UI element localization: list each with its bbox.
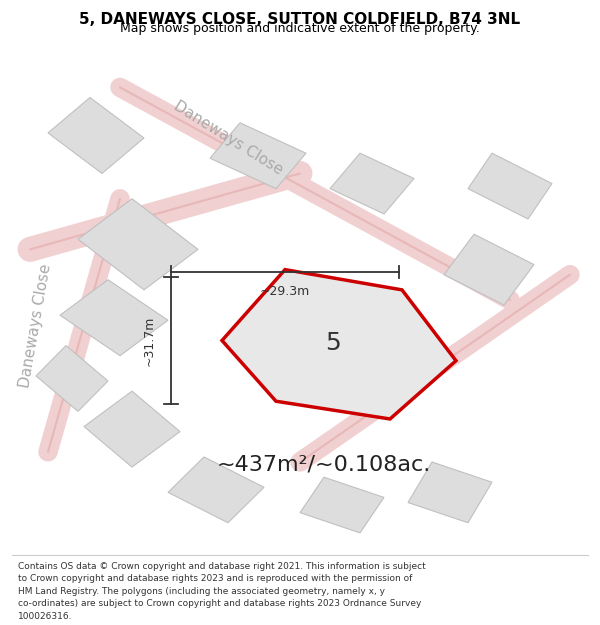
Polygon shape	[48, 98, 144, 173]
Polygon shape	[468, 153, 552, 219]
Text: 100026316.: 100026316.	[18, 612, 73, 621]
Text: ~31.7m: ~31.7m	[143, 315, 156, 366]
Polygon shape	[210, 122, 306, 189]
Text: 5: 5	[325, 331, 341, 355]
Text: Map shows position and indicative extent of the property.: Map shows position and indicative extent…	[120, 22, 480, 35]
Polygon shape	[168, 457, 264, 522]
Text: ~437m²/~0.108ac.: ~437m²/~0.108ac.	[217, 454, 431, 474]
Text: co-ordinates) are subject to Crown copyright and database rights 2023 Ordnance S: co-ordinates) are subject to Crown copyr…	[18, 599, 421, 609]
Text: Contains OS data © Crown copyright and database right 2021. This information is : Contains OS data © Crown copyright and d…	[18, 562, 426, 571]
Text: 5, DANEWAYS CLOSE, SUTTON COLDFIELD, B74 3NL: 5, DANEWAYS CLOSE, SUTTON COLDFIELD, B74…	[79, 12, 521, 27]
Text: Daneways Close: Daneways Close	[171, 98, 285, 178]
Polygon shape	[408, 462, 492, 522]
Polygon shape	[78, 199, 198, 290]
Polygon shape	[444, 234, 534, 305]
Polygon shape	[84, 391, 180, 467]
Text: HM Land Registry. The polygons (including the associated geometry, namely x, y: HM Land Registry. The polygons (includin…	[18, 587, 385, 596]
Text: ~29.3m: ~29.3m	[260, 285, 310, 298]
Polygon shape	[330, 153, 414, 214]
Polygon shape	[60, 280, 168, 356]
Polygon shape	[36, 346, 108, 411]
Text: Daneways Close: Daneways Close	[17, 262, 55, 389]
Text: to Crown copyright and database rights 2023 and is reproduced with the permissio: to Crown copyright and database rights 2…	[18, 574, 412, 583]
Polygon shape	[300, 478, 384, 533]
Polygon shape	[222, 269, 456, 419]
